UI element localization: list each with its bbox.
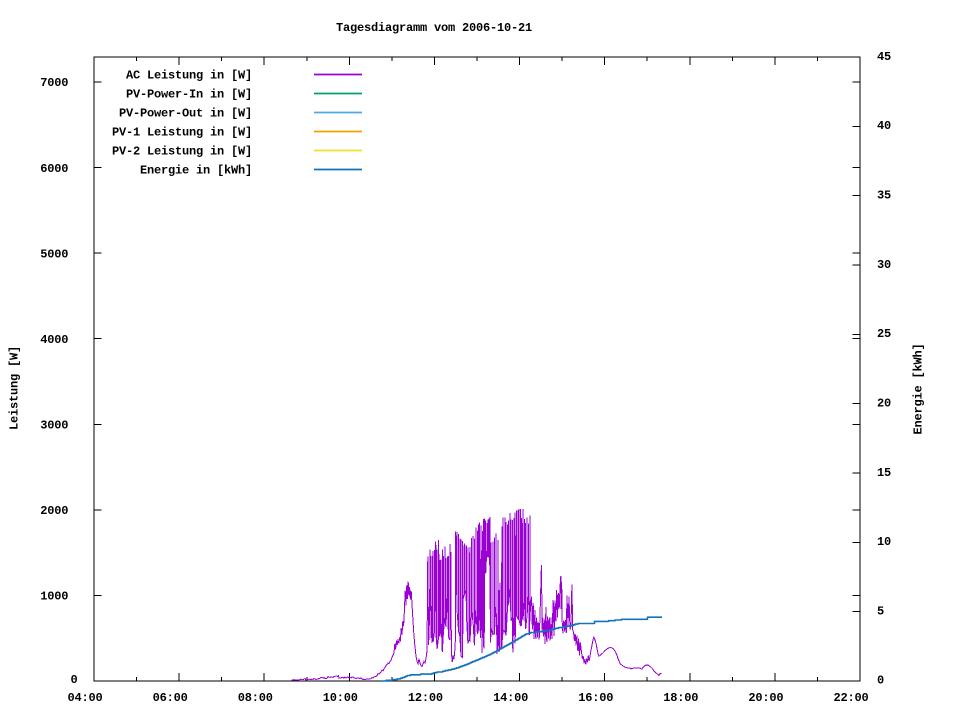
svg-text:PV-Power-In in [W]: PV-Power-In in [W] bbox=[126, 87, 252, 101]
svg-text:08:00: 08:00 bbox=[238, 691, 273, 705]
svg-text:0: 0 bbox=[70, 673, 77, 687]
svg-text:5: 5 bbox=[877, 605, 884, 619]
svg-text:40: 40 bbox=[877, 119, 891, 133]
svg-text:04:00: 04:00 bbox=[67, 691, 102, 705]
svg-text:10:00: 10:00 bbox=[323, 691, 358, 705]
svg-text:0: 0 bbox=[877, 673, 884, 687]
svg-text:PV-2 Leistung in [W]: PV-2 Leistung in [W] bbox=[112, 144, 252, 158]
svg-text:Leistung [W]: Leistung [W] bbox=[8, 346, 22, 430]
svg-text:25: 25 bbox=[877, 327, 891, 341]
svg-text:12:00: 12:00 bbox=[408, 691, 443, 705]
svg-text:35: 35 bbox=[877, 189, 891, 203]
svg-text:06:00: 06:00 bbox=[153, 691, 188, 705]
svg-text:5000: 5000 bbox=[40, 247, 68, 261]
svg-text:14:00: 14:00 bbox=[493, 691, 528, 705]
svg-text:2000: 2000 bbox=[40, 504, 68, 518]
svg-text:20: 20 bbox=[877, 397, 891, 411]
svg-text:7000: 7000 bbox=[40, 76, 68, 90]
svg-text:15: 15 bbox=[877, 466, 891, 480]
svg-text:AC Leistung in [W]: AC Leistung in [W] bbox=[126, 68, 252, 82]
svg-text:Energie [kWh]: Energie [kWh] bbox=[912, 343, 926, 434]
svg-text:30: 30 bbox=[877, 258, 891, 272]
svg-text:3000: 3000 bbox=[40, 419, 68, 433]
svg-text:1000: 1000 bbox=[40, 590, 68, 604]
svg-text:6000: 6000 bbox=[40, 162, 68, 176]
svg-text:PV-1 Leistung in [W]: PV-1 Leistung in [W] bbox=[112, 125, 252, 139]
svg-text:Tagesdiagramm vom 2006-10-21: Tagesdiagramm vom 2006-10-21 bbox=[336, 21, 532, 35]
svg-text:4000: 4000 bbox=[40, 333, 68, 347]
svg-text:16:00: 16:00 bbox=[578, 691, 613, 705]
svg-text:22:00: 22:00 bbox=[833, 691, 868, 705]
svg-text:PV-Power-Out in [W]: PV-Power-Out in [W] bbox=[119, 106, 252, 120]
svg-text:45: 45 bbox=[877, 50, 891, 64]
svg-text:18:00: 18:00 bbox=[663, 691, 698, 705]
svg-text:Energie in [kWh]: Energie in [kWh] bbox=[140, 163, 252, 177]
svg-text:20:00: 20:00 bbox=[748, 691, 783, 705]
svg-text:10: 10 bbox=[877, 535, 891, 549]
